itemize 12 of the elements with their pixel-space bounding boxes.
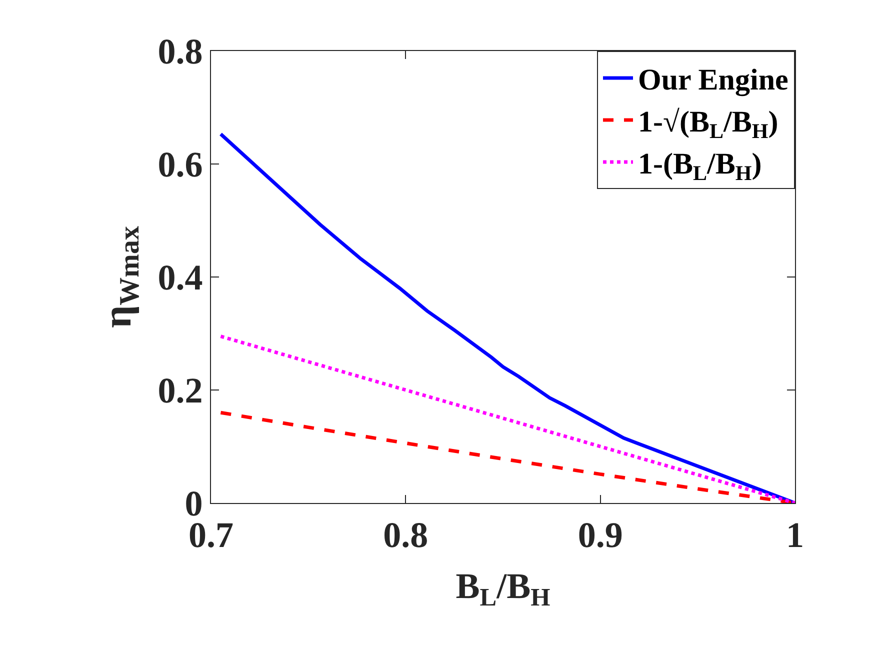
legend-label: Our Engine [638,64,788,97]
y-tick-label: 0.2 [158,370,203,411]
x-tick-label: 0.8 [383,515,428,556]
y-tick-label: 0.8 [158,32,203,72]
x-axis-title: B$_{L}$/B$_{H}$ [456,566,551,612]
y-tick-label: 0.4 [158,258,203,298]
line-series [218,334,795,503]
legend-label: 1-√(B$_{L}$/B$_{H}$) [638,106,778,143]
x-tick-label: 0.9 [578,515,623,556]
x-tick-label: 1 [786,515,804,556]
legend-label: 1-(B$_{L}$/B$_{H}$) [638,148,762,185]
y-tick-label: 0.6 [158,144,203,185]
